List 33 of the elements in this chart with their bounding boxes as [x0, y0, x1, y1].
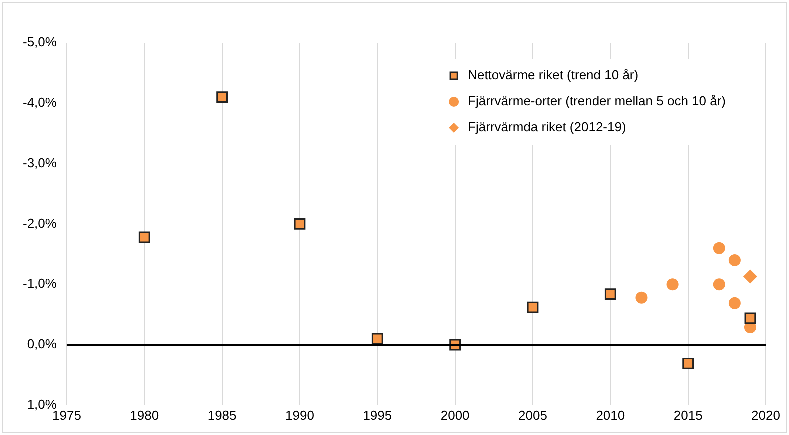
point [527, 302, 539, 314]
x-tick-label: 1990 [286, 408, 314, 423]
point [294, 218, 306, 230]
point [713, 242, 726, 254]
point [138, 232, 150, 244]
x-tick-label: 2005 [518, 408, 548, 423]
y-tick-label: -4,0% [22, 94, 58, 110]
y-tick-label: 0,0% [27, 336, 58, 352]
point [636, 292, 648, 304]
y-tick-label: -5,0% [22, 34, 58, 50]
point [682, 358, 694, 370]
y-tick-label: -2,0% [22, 216, 58, 231]
point [728, 254, 741, 266]
y-tick-label: -1,0% [22, 276, 58, 292]
point [744, 312, 756, 324]
x-tick-label: 2000 [440, 408, 470, 423]
point [216, 92, 228, 104]
y-tick-label: -3,0% [22, 155, 58, 170]
x-tick-label: 1985 [208, 408, 237, 423]
point [743, 270, 758, 284]
x-tick-label: 2010 [596, 408, 626, 423]
legend-label: Fjärrvärmda riket (2012-19) [468, 120, 626, 135]
x-tick-label: 1980 [130, 408, 160, 423]
point [604, 288, 616, 300]
x-tick-label: 1995 [363, 408, 392, 423]
point [728, 297, 741, 310]
x-tick-label: 2015 [674, 408, 703, 423]
legend-label: Fjärrvärme-orter (trender mellan 5 och 10 år) [468, 94, 726, 109]
point [666, 278, 679, 291]
legend-label: Nettovärme riket (trend 10 år) [468, 68, 639, 83]
point [713, 278, 726, 291]
x-tick-label: 2020 [752, 408, 780, 423]
point [372, 333, 384, 345]
